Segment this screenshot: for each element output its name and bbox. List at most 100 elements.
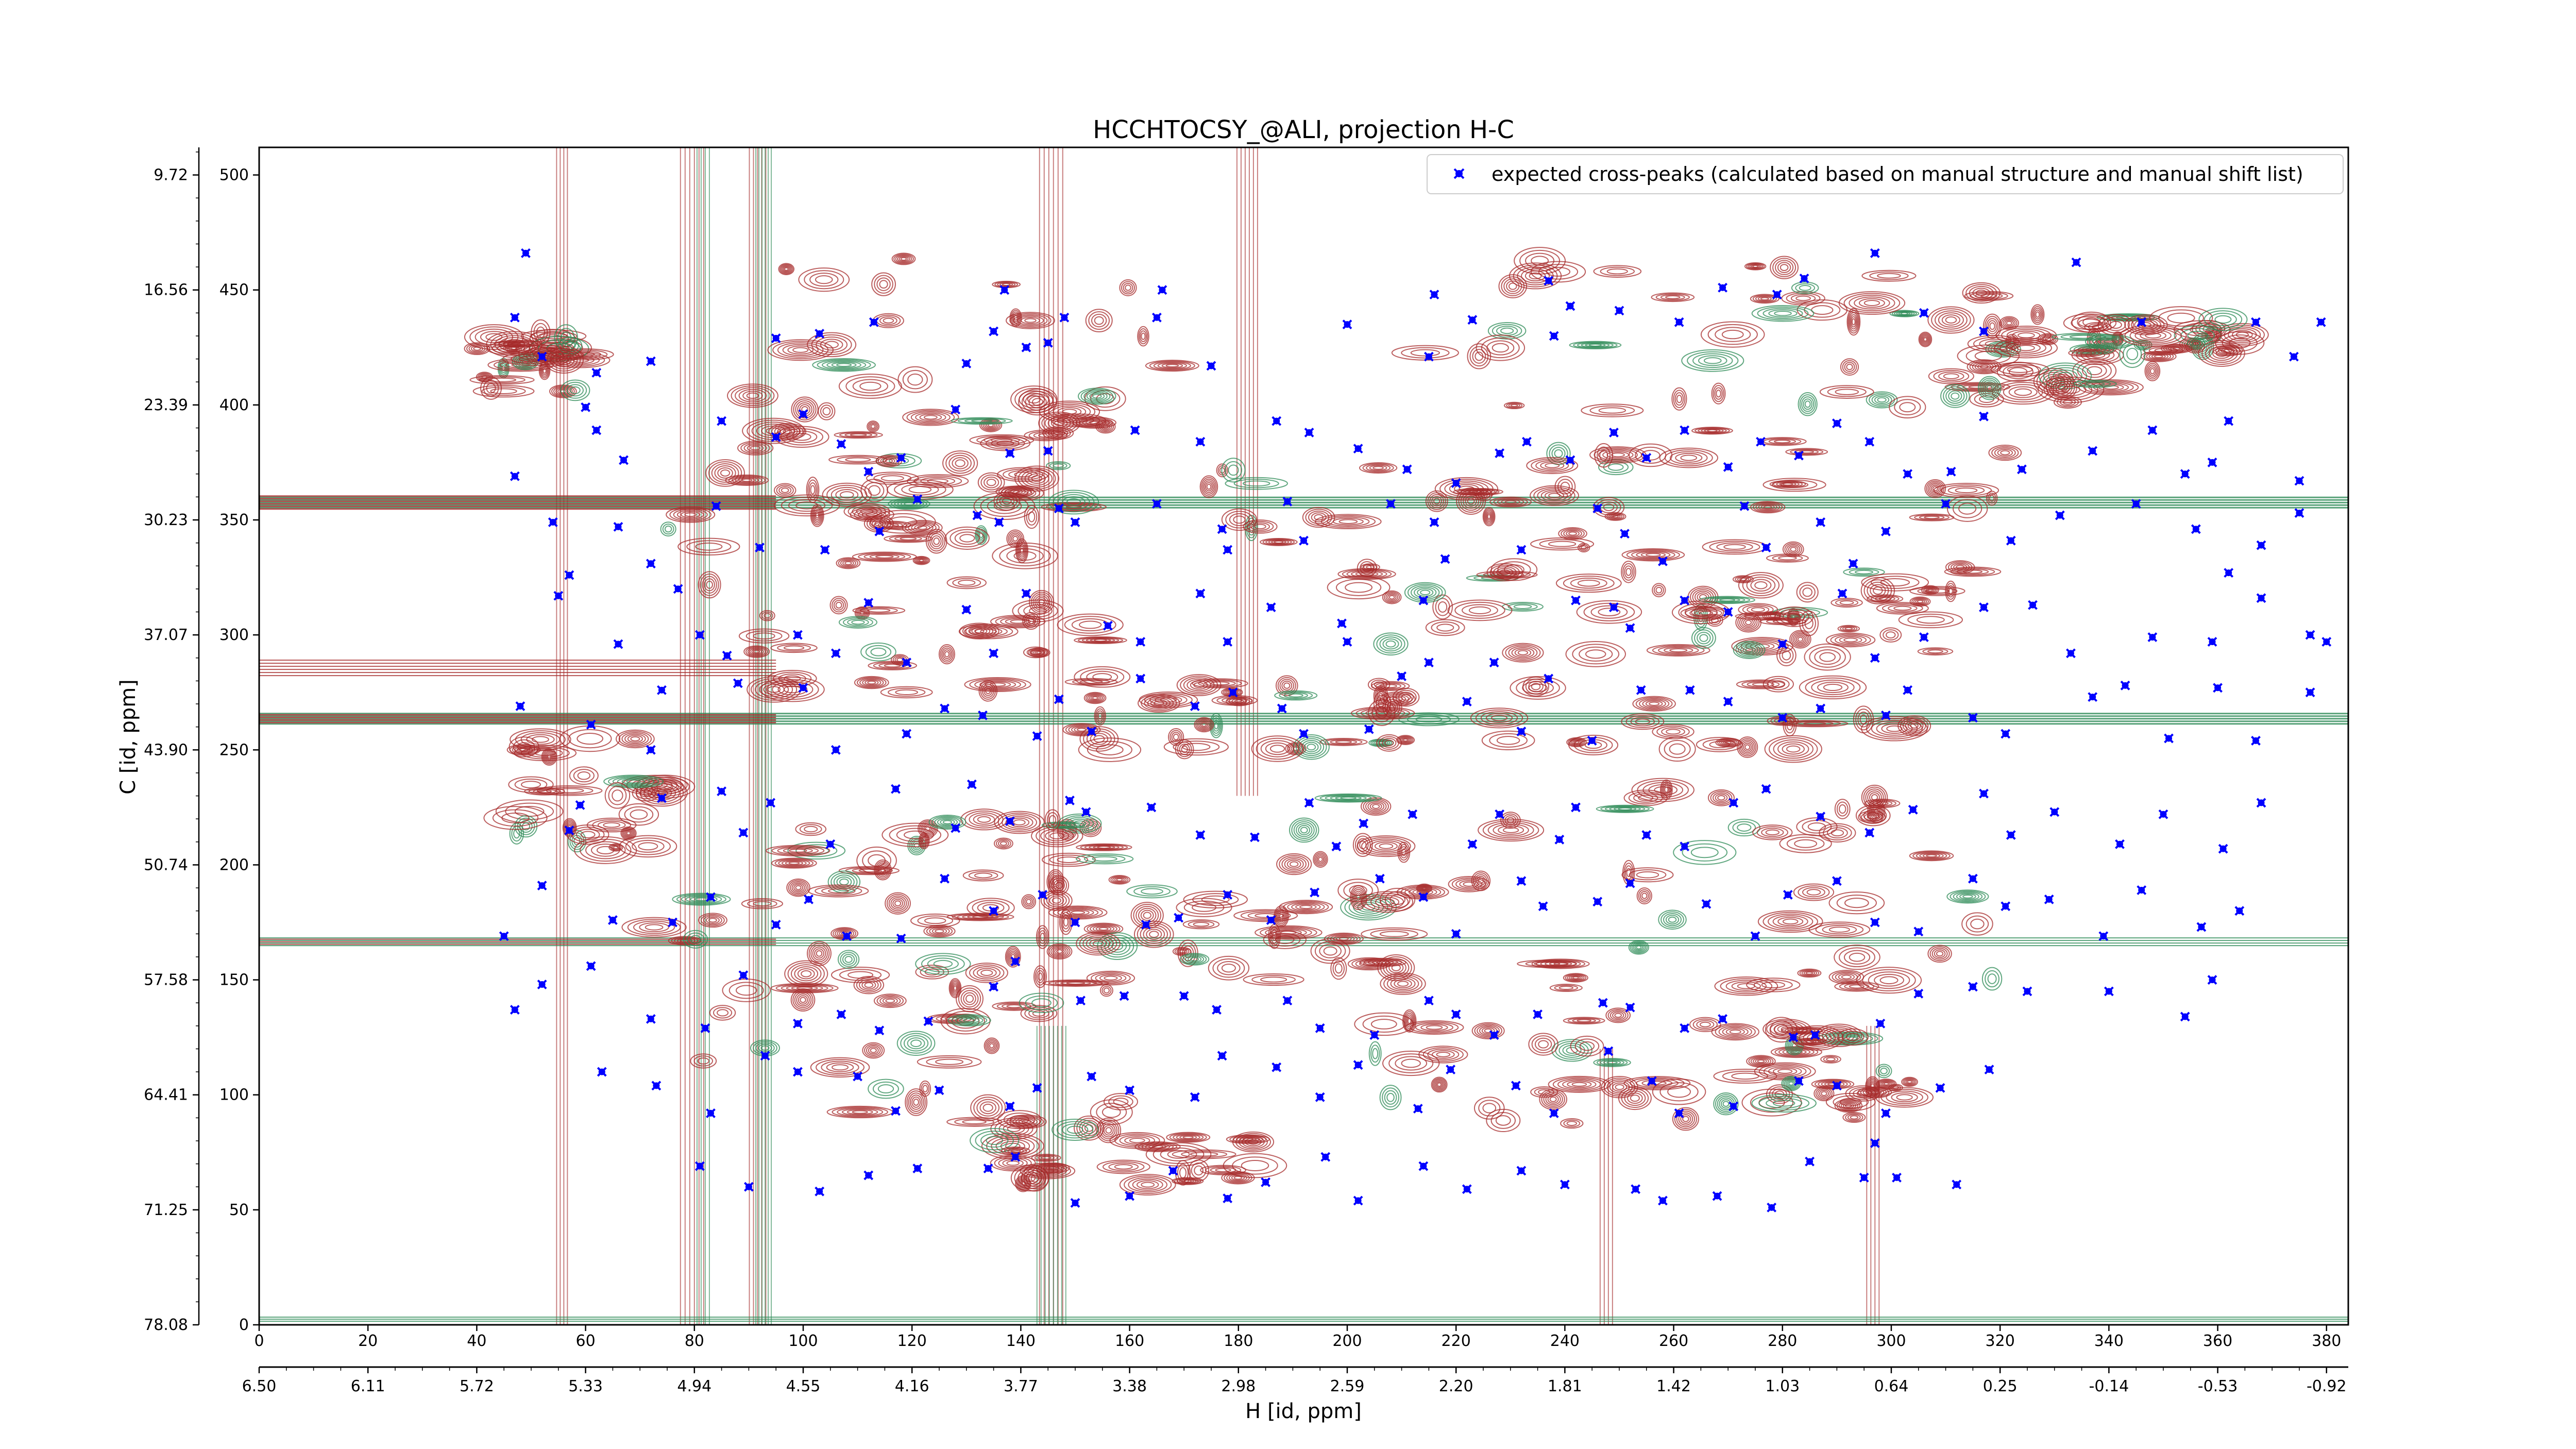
cross-peak-marker xyxy=(760,1051,770,1061)
y-tick-label: 200 xyxy=(219,856,249,874)
cross-peak-marker xyxy=(1010,1152,1021,1162)
cross-peak-marker xyxy=(1880,710,1891,720)
y-axis-label: C [id, ppm] xyxy=(116,679,140,795)
contour-blob xyxy=(1776,644,1797,667)
contour-band xyxy=(1866,1025,1880,1325)
contour-blob xyxy=(994,811,1045,834)
contour-blob xyxy=(2097,314,2134,336)
contour-blob xyxy=(1770,256,1799,279)
contour-blob xyxy=(1330,957,1347,980)
cross-peak-marker xyxy=(1625,1002,1635,1013)
cross-peak-marker xyxy=(983,1164,993,1173)
contour-blob xyxy=(1260,537,1298,546)
contour-blob xyxy=(1733,641,1766,659)
cross-peak-marker xyxy=(896,933,906,943)
cross-peak-marker xyxy=(711,501,721,511)
contour-blob xyxy=(1376,734,1402,752)
contour-blob xyxy=(810,504,824,527)
cross-peak-marker xyxy=(831,745,841,755)
contour-blob xyxy=(759,610,775,621)
contour-blob xyxy=(1024,504,1040,529)
cross-peak-marker xyxy=(2022,986,2032,997)
contour-blob xyxy=(873,993,907,1008)
contour-blob xyxy=(1563,973,1588,983)
contour-blob xyxy=(784,960,828,988)
cross-peak-marker xyxy=(1021,342,1031,352)
contour-blob xyxy=(1799,675,1867,700)
contour-blob xyxy=(1750,501,1786,514)
contour-blob xyxy=(778,263,795,276)
cross-peak-marker xyxy=(586,961,596,971)
contour-blob xyxy=(854,676,889,689)
cross-peak-marker xyxy=(1544,276,1554,286)
cross-peak-marker xyxy=(1136,637,1146,647)
x-ppm-tick-label: 5.72 xyxy=(460,1377,494,1395)
cross-peak-marker xyxy=(1946,466,1956,477)
cross-peak-marker xyxy=(1087,1071,1097,1082)
cross-peak-marker xyxy=(575,800,585,810)
cross-peak-marker xyxy=(1565,455,1575,465)
contour-blob xyxy=(919,1080,931,1097)
contour-blob xyxy=(807,940,832,966)
contour-blob xyxy=(1875,1087,1934,1108)
cross-peak-marker xyxy=(863,1170,874,1181)
contour-band xyxy=(259,660,776,677)
cross-peak-marker xyxy=(1816,812,1826,822)
cross-peak-marker xyxy=(1739,501,1750,511)
cross-peak-marker xyxy=(1516,545,1527,555)
x-ppm-tick-label: 2.98 xyxy=(1221,1377,1256,1395)
cross-peak-marker xyxy=(619,455,629,465)
contour-blob xyxy=(1416,883,1433,894)
contour-blob xyxy=(618,803,659,826)
x-ppm-tick-label: -0.14 xyxy=(2089,1377,2129,1395)
contour-blob xyxy=(472,384,535,398)
contour-blob xyxy=(1628,940,1649,955)
contour-blob xyxy=(1418,1046,1468,1064)
contour-blob xyxy=(964,677,1031,693)
contour-blob xyxy=(798,267,850,292)
contour-blob xyxy=(1040,890,1073,911)
contour-blob xyxy=(1831,598,1863,608)
contour-band xyxy=(749,147,767,1325)
contour-blob xyxy=(1350,885,1367,911)
x-tick-label: 300 xyxy=(1876,1332,1906,1350)
contour-blob xyxy=(1119,1174,1176,1196)
cross-peak-marker xyxy=(2137,885,2147,895)
cross-peak-marker xyxy=(1832,876,1842,886)
cross-peak-marker xyxy=(1282,996,1293,1006)
contour-blob xyxy=(1360,563,1380,571)
contour-blob xyxy=(1711,382,1726,405)
cross-peak-marker xyxy=(510,312,520,323)
contour-blob xyxy=(1842,1111,1866,1123)
x-tick-label: 100 xyxy=(788,1332,818,1350)
cross-peak-marker xyxy=(564,825,574,835)
contour-blob xyxy=(1059,909,1073,935)
cross-peak-marker xyxy=(1549,331,1559,341)
cross-peak-marker xyxy=(1805,1156,1815,1167)
contour-blob xyxy=(464,324,524,350)
cross-peak-marker xyxy=(1446,1065,1456,1075)
contour-band xyxy=(696,147,710,1325)
contour-blob xyxy=(1909,513,1955,521)
cross-peak-marker xyxy=(836,439,846,449)
contour-blob xyxy=(773,494,840,517)
contour-blob xyxy=(1898,611,1963,629)
contour-blob xyxy=(560,379,590,401)
contour-blob xyxy=(965,963,1008,983)
cross-peak-marker xyxy=(1603,1046,1614,1056)
cross-peak-marker xyxy=(1903,685,1913,695)
cross-peak-marker xyxy=(2207,975,2217,985)
cross-peak-marker xyxy=(607,915,618,925)
y-ppm-tick-label: 71.25 xyxy=(144,1201,188,1219)
cross-peak-marker xyxy=(1054,503,1064,514)
cross-peak-marker xyxy=(1054,694,1064,704)
contour-blob xyxy=(867,420,879,433)
cross-peak-marker xyxy=(994,517,1004,527)
contour-blob xyxy=(1604,512,1626,521)
cross-peak-marker xyxy=(2137,317,2147,327)
contour-blob xyxy=(1738,603,1778,616)
cross-peak-marker xyxy=(989,648,999,659)
x-tick-label: 60 xyxy=(576,1332,596,1350)
cross-peak-marker xyxy=(1968,873,1978,884)
x-tick-label: 180 xyxy=(1224,1332,1253,1350)
